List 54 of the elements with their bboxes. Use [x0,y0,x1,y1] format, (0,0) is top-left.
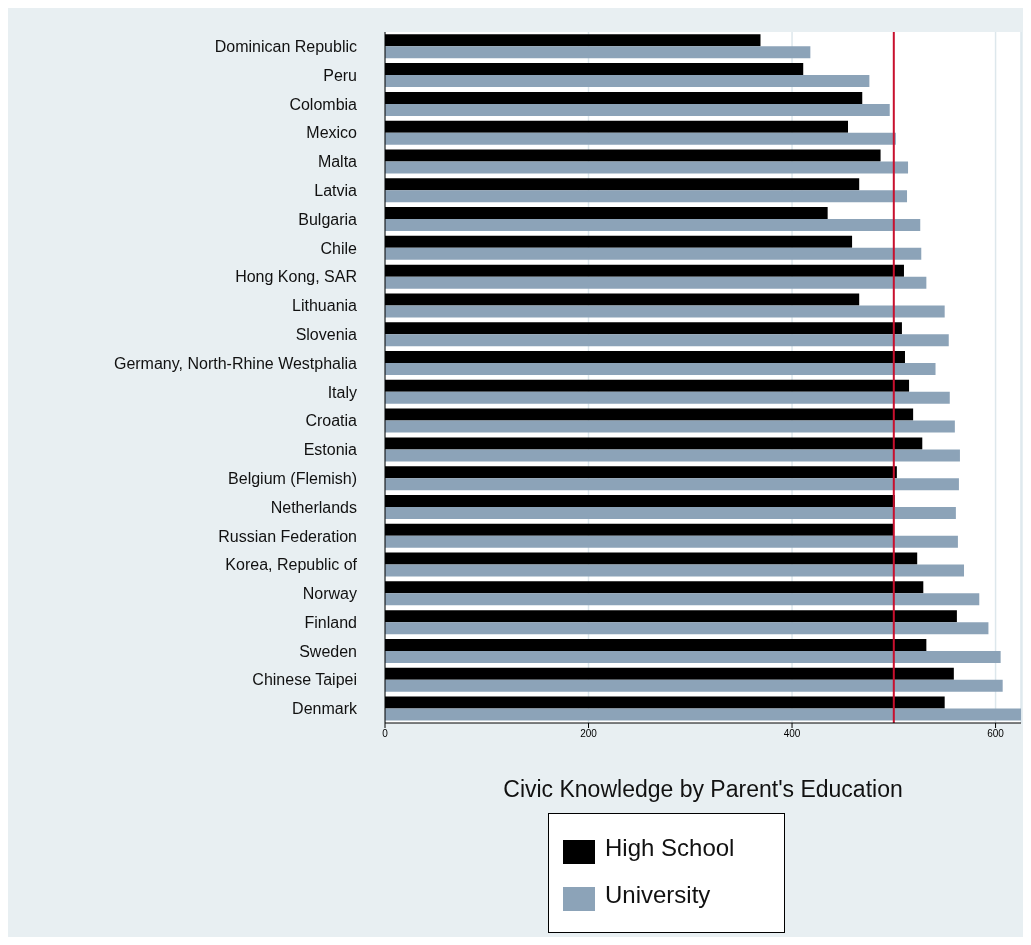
y-tick-label: Netherlands [270,498,357,516]
y-tick-label: Denmark [292,700,358,718]
bar [385,219,921,232]
bar [385,132,896,145]
bar [385,420,955,433]
y-tick-label: Latvia [314,182,358,200]
bar [385,679,1003,692]
y-tick-label: Russian Federation [218,527,357,545]
y-tick-label: Slovenia [295,325,358,343]
bar [385,650,1001,663]
y-tick-label: Chinese Taipei [252,671,357,689]
bar [385,103,890,116]
bar [385,161,909,174]
bar [385,391,950,404]
y-tick-label: Estonia [303,441,358,459]
text: Civic Knowledge by Parent's Education [503,776,903,802]
bar [385,449,960,462]
y-tick-label: Korea, Republic of [225,556,358,574]
bar [385,334,949,347]
bar [385,506,956,519]
legend-label: High School [605,834,735,861]
y-tick-label: Sweden [299,642,357,660]
bar [385,46,811,59]
y-tick-label: Mexico [306,124,358,142]
bar [385,75,870,88]
x-tick-label: 400 [783,728,801,740]
y-tick-label: Hong Kong, SAR [235,268,357,286]
x-tick-label: 0 [382,728,389,740]
y-tick-label: Dominican Republic [214,38,357,56]
x-tick-label: 600 [987,728,1005,740]
y-tick-label: Chile [320,239,358,257]
bar [385,593,980,606]
y-tick-label: Germany, North-Rhine Westphalia [113,354,358,372]
y-tick-label: Peru [323,66,357,84]
bar [385,363,936,376]
bar [385,305,945,318]
y-tick-label: Croatia [305,412,358,430]
bar [385,247,922,260]
bar [385,564,965,577]
x-tick-label: 200 [580,728,598,740]
y-tick-label: Colombia [289,95,358,113]
legend-label: University [605,881,711,908]
bar [385,622,989,635]
y-tick-label: Belgium (Flemish) [228,469,357,487]
bar [385,535,958,548]
bar [385,190,908,203]
y-tick-label: Bulgaria [298,210,358,228]
y-tick-label: Lithuania [292,297,358,315]
bar [385,276,927,289]
y-tick-label: Norway [302,585,357,603]
y-tick-label: Finland [304,613,357,631]
y-tick-label: Malta [317,153,358,171]
bar [385,478,959,491]
y-tick-label: Italy [327,383,357,401]
